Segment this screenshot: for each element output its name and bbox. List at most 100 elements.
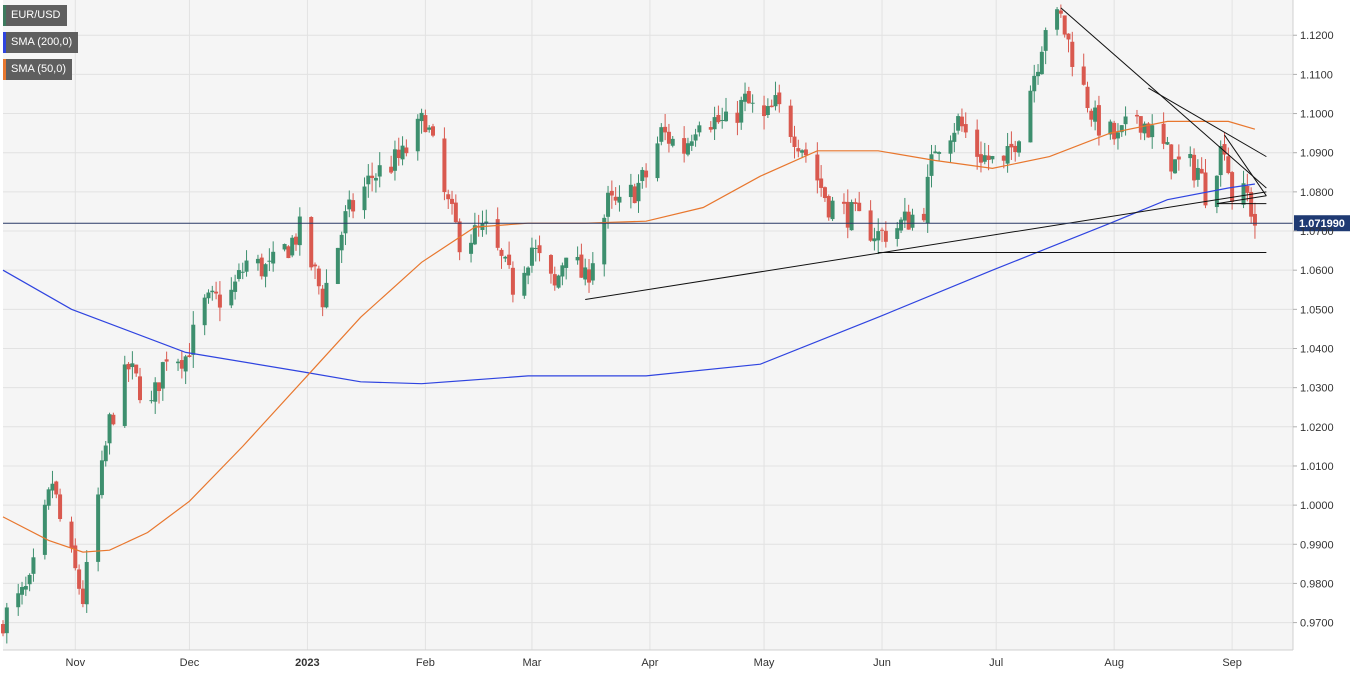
candle-body — [640, 169, 645, 182]
candle-33 — [179, 350, 184, 379]
candle-21 — [111, 412, 116, 426]
candle-body — [963, 124, 968, 133]
candle-75 — [400, 136, 405, 166]
candle-153 — [819, 165, 824, 197]
candle-body — [876, 231, 881, 241]
candle-body — [830, 200, 835, 220]
candle-body — [929, 154, 934, 176]
candle-body — [933, 151, 938, 154]
candle-body — [1203, 172, 1208, 206]
candle-156 — [830, 196, 835, 222]
candle-9 — [50, 470, 55, 499]
candle-body — [666, 131, 671, 144]
candle-body — [351, 200, 356, 212]
legend-eurusd[interactable]: EUR/USD — [3, 5, 67, 26]
candle-211 — [1123, 106, 1128, 136]
x-tick-label-5: Apr — [641, 657, 658, 669]
candle-body — [613, 196, 618, 201]
candle-112 — [602, 214, 607, 277]
candle-body — [529, 247, 534, 266]
candle-29 — [157, 382, 162, 404]
candle-108 — [579, 243, 584, 278]
candle-13 — [73, 538, 78, 571]
candle-53 — [286, 245, 291, 259]
candle-164 — [876, 218, 881, 255]
candle-body — [69, 521, 74, 548]
candle-body — [1188, 154, 1193, 159]
x-tick-label-9: Aug — [1104, 657, 1124, 669]
candle-209 — [1115, 123, 1120, 150]
y-tick-label-14: 1.1100 — [1300, 69, 1333, 81]
legend-sma200[interactable]: SMA (200,0) — [3, 32, 79, 53]
candle-body — [389, 166, 394, 173]
candle-body — [179, 360, 184, 369]
candle-155 — [826, 194, 831, 221]
candle-body — [636, 182, 641, 202]
candle-body — [370, 175, 375, 179]
candle-body — [126, 363, 131, 370]
candle-88 — [472, 212, 477, 246]
candle-body — [160, 362, 165, 389]
candle-body — [1226, 156, 1231, 174]
candle-22 — [122, 355, 127, 428]
candle-body — [1039, 51, 1044, 75]
candle-154 — [822, 186, 827, 202]
candle-6 — [31, 548, 36, 582]
candle-body — [153, 382, 158, 402]
candle-42 — [229, 277, 234, 309]
candle-body — [1070, 41, 1075, 67]
candle-104 — [556, 274, 561, 289]
candle-220 — [1173, 159, 1178, 174]
candle-body — [556, 275, 561, 288]
candle-body — [883, 230, 888, 242]
candle-28 — [153, 377, 158, 414]
candle-body — [313, 264, 318, 267]
candle-222 — [1188, 146, 1193, 167]
candle-body — [271, 251, 276, 264]
candle-182 — [975, 119, 980, 170]
candle-91 — [484, 209, 489, 235]
candle-body — [366, 175, 371, 185]
candle-133 — [712, 106, 717, 140]
candle-body — [537, 245, 542, 254]
candle-201 — [1070, 31, 1075, 77]
candle-body — [210, 290, 215, 293]
candle-body — [157, 382, 162, 392]
candle-body — [1192, 154, 1197, 181]
candle-123 — [659, 123, 664, 146]
candle-body — [400, 145, 405, 160]
candles — [1, 4, 1257, 644]
candle-12 — [69, 516, 74, 553]
current-price: 1.071990 — [3, 215, 1350, 232]
candle-55 — [294, 233, 299, 251]
candle-94 — [503, 255, 508, 263]
candle-body — [236, 270, 241, 279]
candle-body — [872, 238, 877, 242]
candle-body — [769, 105, 774, 108]
candle-76 — [404, 139, 409, 157]
candle-2 — [16, 583, 21, 616]
legend-sma50[interactable]: SMA (50,0) — [3, 59, 73, 80]
candle-body — [316, 268, 321, 287]
candle-body — [1081, 66, 1086, 85]
candle-body — [31, 557, 36, 574]
candle-body — [23, 586, 28, 590]
candle-0 — [1, 620, 5, 637]
candle-212 — [1134, 109, 1139, 124]
candle-body — [800, 150, 805, 153]
candle-43 — [233, 274, 238, 300]
candle-body — [1112, 122, 1117, 140]
candle-body — [1123, 116, 1128, 125]
candle-84 — [450, 190, 455, 215]
legend-swatch-sma200 — [3, 32, 6, 53]
candle-body — [1214, 175, 1219, 208]
candle-body — [575, 256, 580, 261]
candle-150 — [800, 149, 805, 158]
candle-body — [431, 126, 435, 136]
candle-body — [286, 246, 291, 259]
candle-202 — [1081, 53, 1086, 86]
candle-body — [187, 355, 192, 357]
candle-body — [1017, 141, 1022, 153]
